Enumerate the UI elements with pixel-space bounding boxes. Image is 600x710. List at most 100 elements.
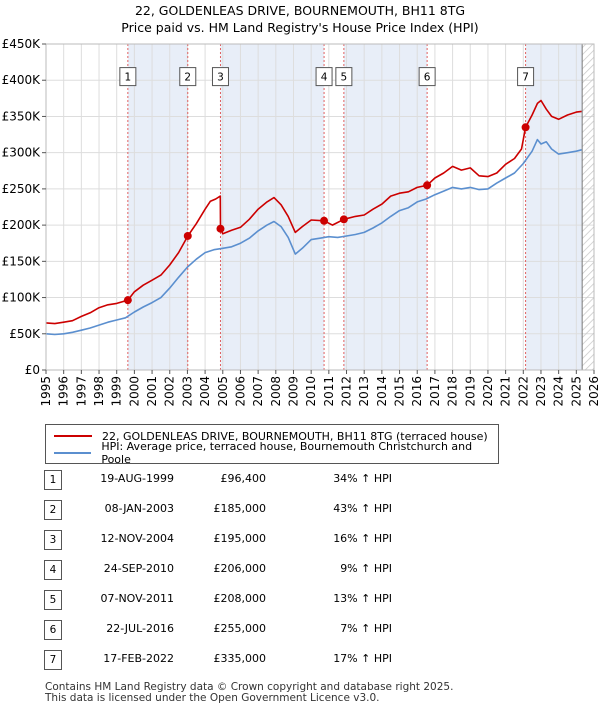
sale-marker-label: 6: [424, 72, 431, 84]
sale-point: [216, 224, 225, 233]
x-tick-label: 2015: [393, 376, 407, 407]
sale-price: £206,000: [213, 562, 267, 575]
x-tick-label: 1995: [39, 376, 53, 407]
sale-badge: 7: [44, 650, 62, 670]
sale-point: [423, 181, 432, 190]
sale-price: £208,000: [213, 592, 267, 605]
y-tick-label: £250K: [2, 182, 42, 196]
sale-date: 12-NOV-2004: [100, 532, 174, 545]
sale-date: 24-SEP-2010: [103, 562, 174, 575]
x-tick-label: 2017: [428, 376, 442, 407]
sale-badge: 6: [44, 620, 62, 640]
future-hatch-area: [582, 44, 594, 370]
axes: £0 £50K £100K £150K £200K £250K £300K £350K £400…: [2, 37, 600, 407]
x-tick-label: 2018: [446, 376, 460, 407]
plot-frame: [45, 43, 595, 371]
x-tick-label: 1997: [74, 376, 88, 407]
sale-row: 1 19-AUG-1999 £96,400 34% ↑ HPI: [44, 470, 464, 490]
x-tick-label: 2025: [569, 376, 583, 407]
chart-title-line-1: 22, GOLDENLEAS DRIVE, BOURNEMOUTH, BH11 …: [134, 3, 466, 18]
legend-label-hpi: HPI: Average price, terraced house, Bour…: [101, 440, 473, 466]
sale-marker-label: 7: [522, 72, 529, 84]
y-tick-label: £150K: [2, 254, 42, 268]
sale-badge: 2: [44, 500, 62, 520]
sale-hpi-diff: 34% ↑ HPI: [333, 472, 392, 485]
chart-title: 22, GOLDENLEAS DRIVE, BOURNEMOUTH, BH11 …: [0, 2, 600, 36]
sale-hpi-diff: 17% ↑ HPI: [333, 652, 392, 665]
y-tick-label: £350K: [2, 109, 42, 123]
sale-marker-box: [517, 67, 535, 87]
sale-hpi-diff: 16% ↑ HPI: [333, 532, 392, 545]
x-tick-label: 2011: [322, 376, 336, 407]
sale-price: £255,000: [213, 622, 267, 635]
x-tick-label: 2022: [516, 376, 530, 407]
sale-badge: 1: [44, 470, 62, 490]
legend: 22, GOLDENLEAS DRIVE, BOURNEMOUTH, BH11 …: [45, 424, 499, 466]
sale-marker-label: 3: [217, 72, 224, 84]
x-tick-label: 2021: [499, 376, 513, 407]
shaded-bands: [127, 44, 583, 370]
sale-marker-box: [179, 67, 197, 87]
legend-swatch-hpi: [54, 452, 92, 454]
x-tick-label: 1999: [110, 376, 124, 407]
sale-marker-label: 2: [184, 72, 191, 84]
sale-badge: 5: [44, 590, 62, 610]
sale-row: 2 08-JAN-2003 £185,000 43% ↑ HPI: [44, 500, 464, 520]
footer-copyright: Contains HM Land Registry data © Crown c…: [45, 681, 454, 693]
sale-point: [339, 215, 348, 224]
sale-marker-box: [335, 67, 353, 87]
sale-price: £195,000: [213, 532, 267, 545]
x-tick-label: 2014: [375, 376, 389, 407]
x-tick-label: 2007: [251, 376, 265, 407]
x-tick-label: 2026: [587, 376, 600, 407]
y-tick-label: £100K: [2, 291, 42, 305]
sale-marker-box: [119, 67, 137, 87]
x-tick-label: 2009: [286, 376, 300, 407]
sale-date: 08-JAN-2003: [104, 502, 174, 515]
legend-item-property: 22, GOLDENLEAS DRIVE, BOURNEMOUTH, BH11 …: [54, 428, 488, 444]
sale-point: [123, 296, 132, 305]
x-tick-label: 2005: [216, 376, 230, 407]
x-tick-label: 2000: [127, 376, 141, 407]
sale-date: 07-NOV-2011: [100, 592, 174, 605]
series-line-hpi: [45, 138, 582, 336]
legend-swatch-property: [54, 435, 92, 437]
x-tick-label: 1996: [57, 376, 71, 407]
sale-hpi-diff: 13% ↑ HPI: [333, 592, 392, 605]
footer-licence: This data is licensed under the Open Gov…: [45, 692, 380, 704]
sale-marker-label: 5: [341, 72, 348, 84]
y-tick-label: £50K: [9, 327, 41, 341]
x-tick-label: 2020: [481, 376, 495, 407]
sale-price: £335,000: [213, 652, 267, 665]
sale-row: 6 22-JUL-2016 £255,000 7% ↑ HPI: [44, 620, 464, 640]
sale-marker-label: 4: [321, 72, 328, 84]
sale-marker-box: [315, 67, 333, 87]
x-tick-label: 2013: [357, 376, 371, 407]
sale-row: 3 12-NOV-2004 £195,000 16% ↑ HPI: [44, 530, 464, 550]
series-lines: [45, 99, 582, 336]
sale-marker-label: 1: [125, 72, 132, 84]
future-hatch: [581, 44, 594, 370]
sale-marker-box: [418, 67, 436, 87]
sale-price: £96,400: [220, 472, 267, 485]
sale-date: 22-JUL-2016: [106, 622, 174, 635]
shaded-band: [127, 44, 188, 370]
sale-price: £185,000: [213, 502, 267, 515]
x-tick-label: 2006: [233, 376, 247, 407]
x-tick-label: 2001: [145, 376, 159, 407]
x-tick-label: 2024: [552, 376, 566, 407]
x-tick-label: 2003: [180, 376, 194, 407]
sale-date: 17-FEB-2022: [103, 652, 174, 665]
sale-date: 19-AUG-1999: [100, 472, 174, 485]
sale-badge: 4: [44, 560, 62, 580]
sale-badge: 3: [44, 530, 62, 550]
sale-marker-labels: 1 2 3 4 5 6 7: [119, 67, 535, 87]
x-tick-label: 2019: [463, 376, 477, 407]
y-tick-label: £450K: [2, 37, 42, 51]
x-tick-label: 2010: [304, 376, 318, 407]
sale-points: [123, 123, 530, 305]
sale-point: [183, 231, 192, 240]
y-tick-label: £200K: [2, 218, 42, 232]
x-tick-label: 2023: [534, 376, 548, 407]
